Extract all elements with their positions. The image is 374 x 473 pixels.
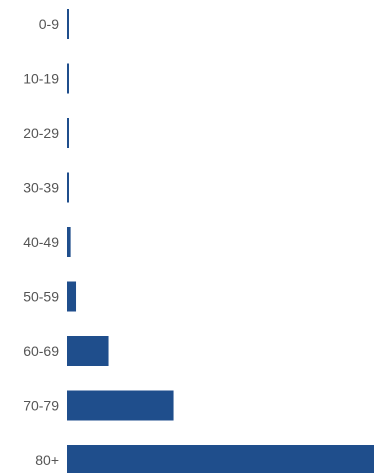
bar-80+	[67, 445, 374, 473]
bar-20-29	[67, 118, 69, 148]
bar-30-39	[67, 172, 69, 203]
bars	[67, 9, 374, 473]
bar-0-9	[67, 9, 69, 39]
category-label-20-29: 20-29	[23, 125, 59, 141]
category-label-60-69: 60-69	[23, 343, 59, 359]
category-label-80+: 80+	[35, 452, 59, 468]
bar-50-59	[67, 281, 77, 312]
category-label-40-49: 40-49	[23, 234, 59, 250]
category-label-70-79: 70-79	[23, 398, 59, 414]
category-labels: 0-9 10-19 20-29 30-39 40-49 50-59 60-69 70-79 80…	[23, 16, 59, 468]
category-label-10-19: 10-19	[23, 71, 59, 87]
category-label-50-59: 50-59	[23, 289, 59, 305]
bar-10-19	[67, 63, 69, 94]
bar-70-79	[67, 390, 174, 421]
bar-40-49	[67, 227, 71, 257]
category-label-30-39: 30-39	[23, 180, 59, 196]
bar-60-69	[67, 336, 109, 366]
category-label-0-9: 0-9	[39, 16, 59, 32]
